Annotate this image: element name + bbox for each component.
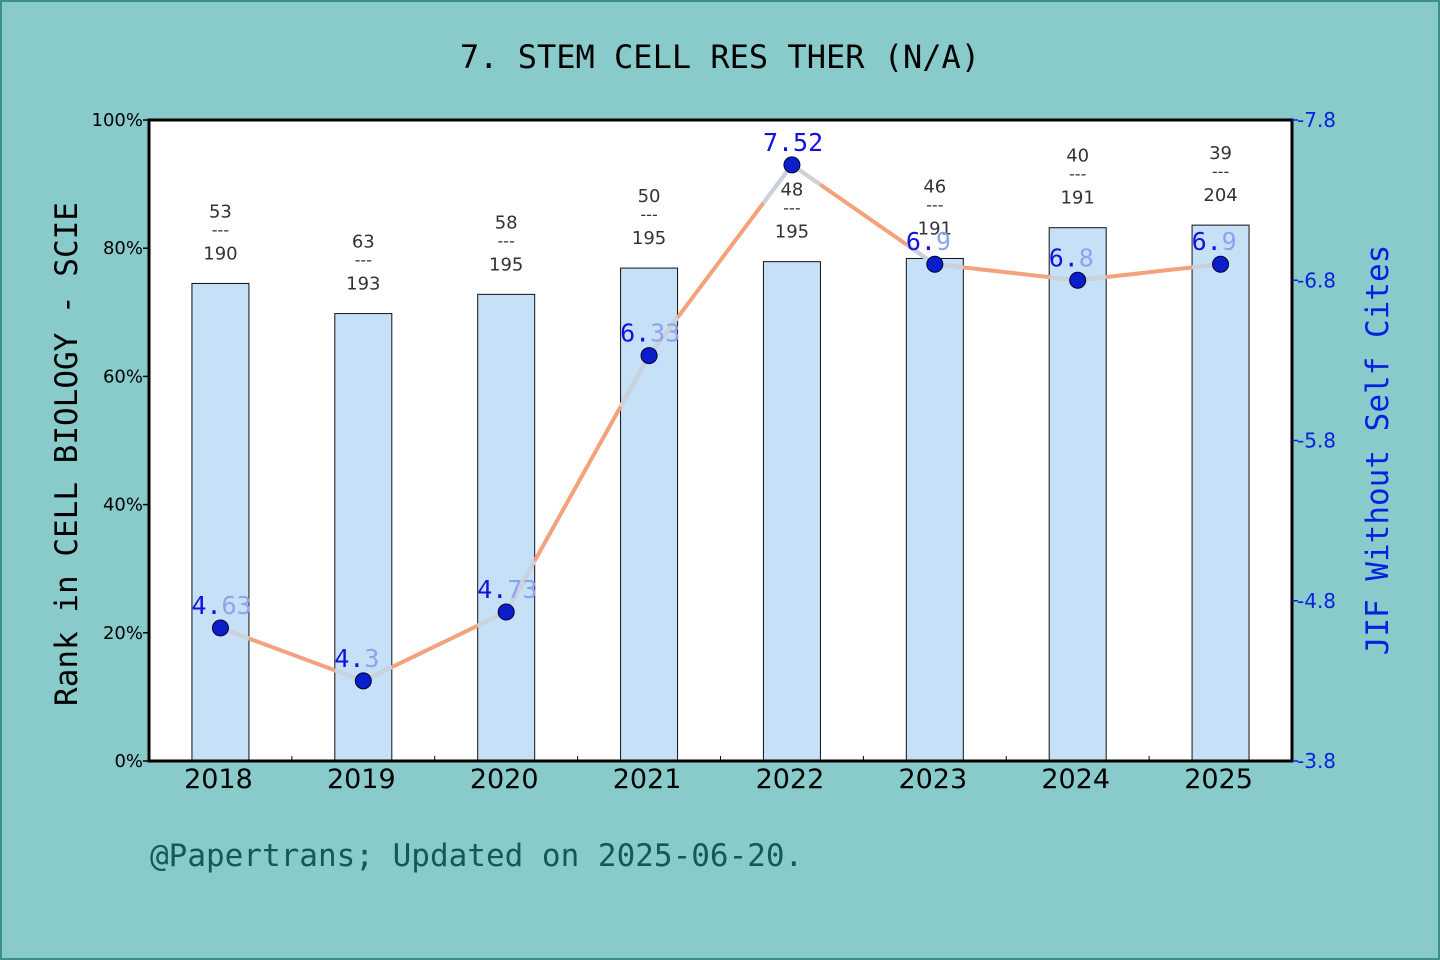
chart-title: 7. STEM CELL RES THER (N/A)	[460, 38, 980, 76]
rank-separator: ---	[783, 199, 800, 218]
jif-point-2024	[1069, 271, 1087, 289]
rank-separator: ---	[1212, 162, 1229, 181]
rank-total: 195	[489, 254, 523, 275]
jif-value-label-2022: 7.52	[763, 128, 823, 157]
y-tick-label: 20%	[103, 623, 143, 644]
rank-label-2023: 46--- 191	[918, 176, 952, 239]
jif-value-label-2023: 6.9	[906, 227, 951, 256]
rank-total: 191	[1061, 188, 1095, 209]
y2-tick-label: -3.8	[1297, 749, 1336, 773]
bar-2023	[905, 257, 964, 762]
bar-2024	[1048, 227, 1107, 762]
rank-total: 190	[203, 243, 237, 264]
rank-total: 195	[632, 228, 666, 249]
jif-value-label-2025: 6.9	[1192, 227, 1237, 256]
jif-line-highlight	[504, 559, 537, 613]
x-tick-label-2019: 2019	[327, 764, 396, 795]
jif-value-label-2020: 4.73	[477, 575, 537, 604]
x-tick-label-2021: 2021	[613, 764, 682, 795]
bar-2020	[477, 293, 536, 762]
x-tick-label-2020: 2020	[470, 764, 539, 795]
x-tick-label-2022: 2022	[756, 764, 825, 795]
jif-value-label-2024: 6.8	[1049, 243, 1094, 272]
rank-separator: ---	[1069, 165, 1086, 184]
y-axis-label: Rank in CELL BIOLOGY - SCIE	[49, 202, 85, 706]
rank-label-2018: 53--- 190	[203, 201, 237, 264]
x-axis: 2018 2019 2020 2021 2022 2023 2024 2025	[148, 756, 1293, 795]
rank-separator: ---	[926, 195, 943, 214]
jif-point-2022	[783, 156, 801, 174]
y2-tick-label: -7.8	[1297, 108, 1336, 132]
rank-total: 193	[346, 274, 380, 295]
y2-tick-label: -5.8	[1297, 429, 1336, 453]
rank-value: 50	[638, 186, 661, 207]
footer-credit: @Papertrans; Updated on 2025-06-20.	[150, 838, 803, 874]
x-tick-label-2025: 2025	[1184, 764, 1253, 795]
rank-label-2019: 63--- 193	[346, 232, 380, 295]
rank-label-2022: 48--- 195	[775, 180, 809, 243]
y2-axis-label: JIF Without Self Cites	[1360, 245, 1396, 656]
jif-point-2019	[354, 672, 372, 690]
y2-tick-label: -6.8	[1297, 268, 1336, 292]
jif-point-2023	[926, 255, 944, 273]
jif-value-label-2019: 4.3	[334, 644, 379, 673]
jif-value-label-2018: 4.63	[191, 591, 251, 620]
rank-total: 195	[775, 222, 809, 243]
rank-separator: ---	[212, 220, 229, 239]
x-tick-label-2024: 2024	[1041, 764, 1110, 795]
rank-label-2025: 39--- 204	[1203, 143, 1237, 206]
jif-line-highlight	[618, 354, 651, 408]
bar-2022	[762, 261, 821, 762]
y-tick-label: 0%	[114, 751, 143, 772]
rank-total: 191	[918, 218, 952, 239]
rank-label-2024: 40--- 191	[1061, 146, 1095, 209]
x-tick-label-2023: 2023	[898, 764, 967, 795]
rank-value: 53	[209, 201, 232, 222]
bar-2025	[1191, 224, 1250, 762]
jif-value-label-2021: 6.33	[620, 319, 680, 348]
rank-total: 204	[1203, 185, 1237, 206]
rank-separator: ---	[355, 251, 372, 270]
y2-tick-label: -4.8	[1297, 589, 1336, 613]
rank-value: 40	[1066, 146, 1089, 167]
bar-2019	[334, 313, 393, 762]
jif-point-2018	[211, 619, 229, 637]
rank-value: 39	[1209, 143, 1232, 164]
bar-2018	[191, 282, 250, 762]
rank-value: 48	[780, 180, 803, 201]
rank-separator: ---	[498, 231, 515, 250]
rank-separator: ---	[640, 205, 657, 224]
rank-value: 63	[352, 232, 375, 253]
y-tick-label: 100%	[92, 110, 143, 131]
y-tick-label: 80%	[103, 238, 143, 259]
rank-value: 46	[923, 176, 946, 197]
right-axis: -3.8 -4.8 -5.8 -6.8 -7.8	[1292, 108, 1336, 773]
x-tick-label-2018: 2018	[184, 764, 253, 795]
rank-label-2021: 50--- 195	[632, 186, 666, 249]
points-layer	[211, 156, 1230, 690]
y-tick-label: 60%	[103, 366, 143, 387]
rank-label-2020: 58--- 195	[489, 212, 523, 275]
jif-point-2025	[1212, 255, 1230, 273]
rank-value: 58	[495, 212, 518, 233]
jif-point-2021	[640, 347, 658, 365]
rank-labels-layer: 53---19063---19358---19550---19548---195…	[203, 143, 1237, 294]
jif-point-2020	[497, 603, 515, 621]
value-labels-layer: 4.63 4.3 4.73 6.33 7.52 6.9 6.8 6.9	[191, 128, 1236, 673]
y-tick-label: 40%	[103, 495, 143, 516]
left-axis: 0% 20% 40% 60% 80% 100%	[92, 110, 149, 772]
